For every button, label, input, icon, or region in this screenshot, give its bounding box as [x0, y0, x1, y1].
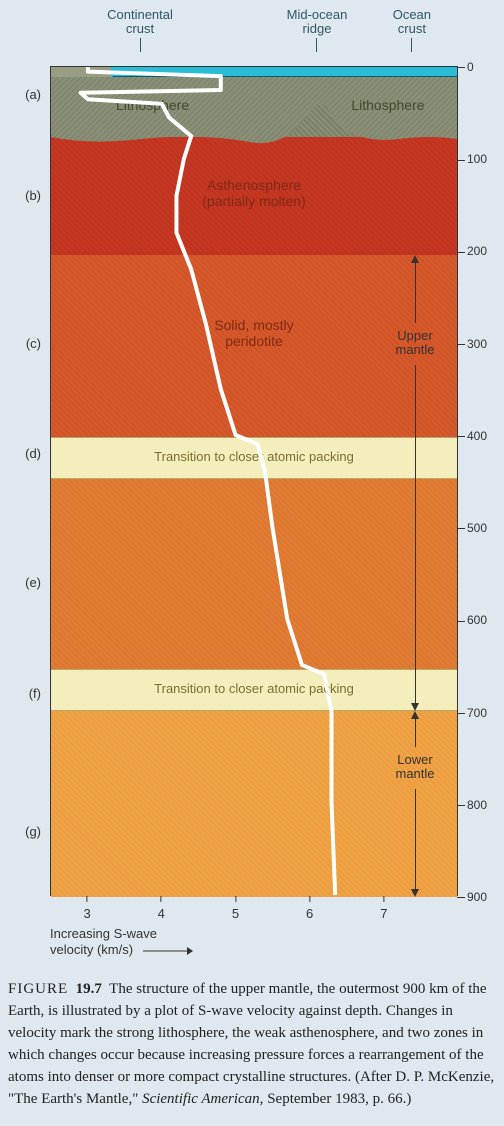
depth-tick: 500 — [457, 521, 487, 535]
label-text: Asthenosphere — [207, 177, 301, 193]
label-text: crust — [126, 21, 154, 36]
x-tick: 7 — [380, 896, 387, 921]
x-axis-title: Increasing S-wave velocity (km/s) — [50, 926, 193, 959]
label-ocean-crust: Ocean crust — [393, 8, 431, 52]
figure-caption: FIGURE 19.7 The structure of the upper m… — [8, 978, 496, 1110]
chart-area: Lithosphere Lithosphere Asthenosphere (p… — [50, 66, 458, 896]
label-text: Solid, mostly — [214, 317, 293, 333]
label-text: velocity (km/s) — [50, 942, 133, 957]
label-text: Mid-ocean — [287, 7, 348, 22]
label-text: mantle — [395, 766, 434, 781]
row-label-a: (a) — [11, 87, 41, 102]
label-text: crust — [398, 21, 426, 36]
label-text: ridge — [303, 21, 332, 36]
depth-tick: 900 — [457, 890, 487, 904]
label-text: (partially molten) — [202, 193, 305, 209]
label-continental-crust: Continental crust — [107, 8, 173, 52]
depth-tick: 200 — [457, 244, 487, 258]
label-text: Increasing S-wave — [50, 926, 157, 941]
x-axis: Increasing S-wave velocity (km/s) 3 4 5 6 7 — [50, 896, 458, 966]
caption-italic: Scientific American, — [142, 1091, 263, 1107]
depth-tick: 600 — [457, 613, 487, 627]
layer-ocean — [51, 67, 457, 77]
caption-number: 19.7 — [76, 981, 102, 997]
lithosphere-label-right: Lithosphere — [351, 97, 424, 113]
depth-tick: 300 — [457, 337, 487, 351]
label-text: Ocean — [393, 7, 431, 22]
depth-axis: 0100200300400500600700800900 — [457, 67, 504, 895]
depth-tick: 100 — [457, 152, 487, 166]
depth-tick: 700 — [457, 706, 487, 720]
caption-body: The structure of the upper mantle, the o… — [8, 981, 494, 1107]
depth-tick: 800 — [457, 798, 487, 812]
row-label-d: (d) — [11, 446, 41, 461]
label-text: Continental — [107, 7, 173, 22]
depth-tick: 0 — [457, 60, 474, 74]
x-tick: 6 — [306, 896, 313, 921]
figure: Continental crust Mid-ocean ridge Ocean … — [4, 8, 500, 1110]
row-label-e: (e) — [11, 575, 41, 590]
label-mid-ocean-ridge: Mid-ocean ridge — [287, 8, 348, 52]
lithosphere-label-left: Lithosphere — [116, 97, 189, 113]
label-text: Upper — [397, 328, 432, 343]
asthenosphere-label: Asthenosphere (partially molten) — [51, 177, 457, 209]
label-text: mantle — [395, 342, 434, 357]
x-tick: 5 — [232, 896, 239, 921]
lower-mantle-arrow: Lower mantle — [385, 711, 445, 897]
caption-prefix: FIGURE — [8, 981, 68, 997]
label-text: peridotite — [225, 333, 283, 349]
x-tick: 4 — [158, 896, 165, 921]
depth-tick: 400 — [457, 429, 487, 443]
x-tick: 3 — [83, 896, 90, 921]
upper-mantle-arrow: Upper mantle — [385, 255, 445, 711]
row-label-b: (b) — [11, 188, 41, 203]
top-labels: Continental crust Mid-ocean ridge Ocean … — [50, 8, 458, 66]
arrow-right-icon — [143, 943, 193, 959]
label-text: Lower — [397, 752, 432, 767]
row-label-f: (f) — [11, 686, 41, 701]
row-label-g: (g) — [11, 824, 41, 839]
caption-tail: September 1983, p. 66.) — [263, 1091, 411, 1107]
row-label-c: (c) — [11, 336, 41, 351]
